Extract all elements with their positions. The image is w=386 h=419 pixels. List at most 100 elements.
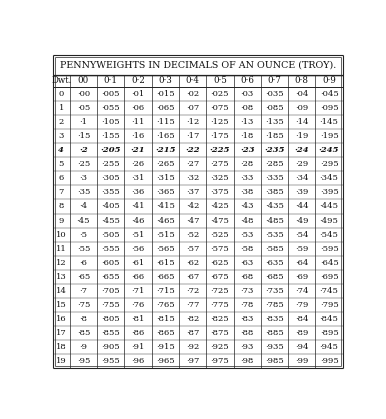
Text: ·995: ·995 [320,357,339,365]
Text: ·73: ·73 [240,287,254,295]
Text: ·565: ·565 [156,245,174,253]
Text: ·33: ·33 [240,174,254,182]
Text: PENNYWEIGHTS IN DECIMALS OF AN OUNCE (TROY).: PENNYWEIGHTS IN DECIMALS OF AN OUNCE (TR… [60,60,336,70]
Text: ·975: ·975 [210,357,229,365]
Text: ·425: ·425 [210,202,229,210]
Text: ·395: ·395 [320,189,339,197]
Text: ·68: ·68 [240,273,254,281]
Text: ·095: ·095 [320,104,339,112]
Text: ·515: ·515 [156,230,175,238]
Text: ·88: ·88 [240,329,254,337]
Text: ·99: ·99 [295,357,308,365]
Text: 17: 17 [56,329,67,337]
Text: ·29: ·29 [295,160,308,168]
Text: ·495: ·495 [320,217,339,225]
Text: ·32: ·32 [186,174,199,182]
Text: ·07: ·07 [186,104,199,112]
Text: ·96: ·96 [131,357,145,365]
Text: ·065: ·065 [156,104,174,112]
Text: ·4: ·4 [80,202,88,210]
Text: ·01: ·01 [131,90,145,98]
Text: ·625: ·625 [211,259,229,267]
Text: ·49: ·49 [295,217,308,225]
Text: 18: 18 [56,343,67,351]
Text: ·52: ·52 [186,230,199,238]
Text: ·3: ·3 [80,174,88,182]
Text: ·535: ·535 [265,230,284,238]
Text: ·44: ·44 [295,202,309,210]
Text: ·86: ·86 [131,329,145,337]
Text: ·1: ·1 [80,118,88,126]
Text: ·895: ·895 [320,329,339,337]
Text: ·585: ·585 [265,245,284,253]
Text: 00: 00 [78,76,89,85]
Text: ·79: ·79 [295,301,308,309]
Text: 0·9: 0·9 [322,76,336,85]
Text: ·445: ·445 [320,202,339,210]
Text: ·485: ·485 [265,217,284,225]
Text: ·285: ·285 [265,160,284,168]
Text: ·275: ·275 [211,160,229,168]
Text: 0·6: 0·6 [240,76,254,85]
Text: 1: 1 [59,104,64,112]
Text: ·045: ·045 [320,90,339,98]
Text: ·75: ·75 [77,301,90,309]
Text: ·14: ·14 [295,118,308,126]
Text: ·78: ·78 [240,301,254,309]
Text: ·02: ·02 [186,90,199,98]
Text: ·92: ·92 [186,343,199,351]
Text: ·53: ·53 [240,230,254,238]
Text: ·255: ·255 [102,160,120,168]
Text: ·705: ·705 [102,287,120,295]
Text: ·525: ·525 [211,230,229,238]
Text: ·815: ·815 [156,315,175,323]
Text: ·98: ·98 [240,357,254,365]
Text: ·39: ·39 [295,189,308,197]
Text: ·85: ·85 [77,329,90,337]
Text: 0·7: 0·7 [267,76,281,85]
Text: ·385: ·385 [265,189,284,197]
Text: ·51: ·51 [131,230,145,238]
Text: ·62: ·62 [186,259,199,267]
Text: ·055: ·055 [102,104,120,112]
Text: ·155: ·155 [102,132,120,140]
Text: ·13: ·13 [240,118,254,126]
Text: ·115: ·115 [156,118,175,126]
Text: ·48: ·48 [240,217,254,225]
Text: ·675: ·675 [211,273,229,281]
Text: ·105: ·105 [102,118,120,126]
Text: ·875: ·875 [210,329,229,337]
Text: ·575: ·575 [210,245,229,253]
Text: 0·5: 0·5 [213,76,227,85]
Text: ·69: ·69 [295,273,308,281]
Text: ·025: ·025 [211,90,229,98]
Text: 16: 16 [56,315,67,323]
Text: 7: 7 [59,189,64,197]
Text: ·405: ·405 [102,202,120,210]
Text: ·57: ·57 [186,245,199,253]
Text: ·185: ·185 [265,132,284,140]
Text: ·225: ·225 [210,146,230,154]
Text: ·71: ·71 [131,287,145,295]
Text: ·215: ·215 [155,146,176,154]
Text: ·89: ·89 [295,329,308,337]
Text: ·38: ·38 [240,189,254,197]
Text: ·545: ·545 [320,230,339,238]
Text: ·945: ·945 [320,343,339,351]
Text: ·8: ·8 [80,315,88,323]
Text: ·355: ·355 [102,189,120,197]
Text: ·95: ·95 [77,357,90,365]
Text: ·835: ·835 [265,315,284,323]
Text: ·42: ·42 [186,202,199,210]
Text: 12: 12 [56,259,67,267]
Text: ·555: ·555 [102,245,120,253]
Text: ·475: ·475 [210,217,229,225]
Text: ·27: ·27 [186,160,199,168]
Text: ·43: ·43 [240,202,254,210]
Text: ·075: ·075 [211,104,229,112]
Text: ·315: ·315 [156,174,175,182]
Text: ·305: ·305 [102,174,120,182]
Text: ·655: ·655 [102,273,120,281]
Text: ·94: ·94 [295,343,308,351]
Text: 3: 3 [59,132,64,140]
